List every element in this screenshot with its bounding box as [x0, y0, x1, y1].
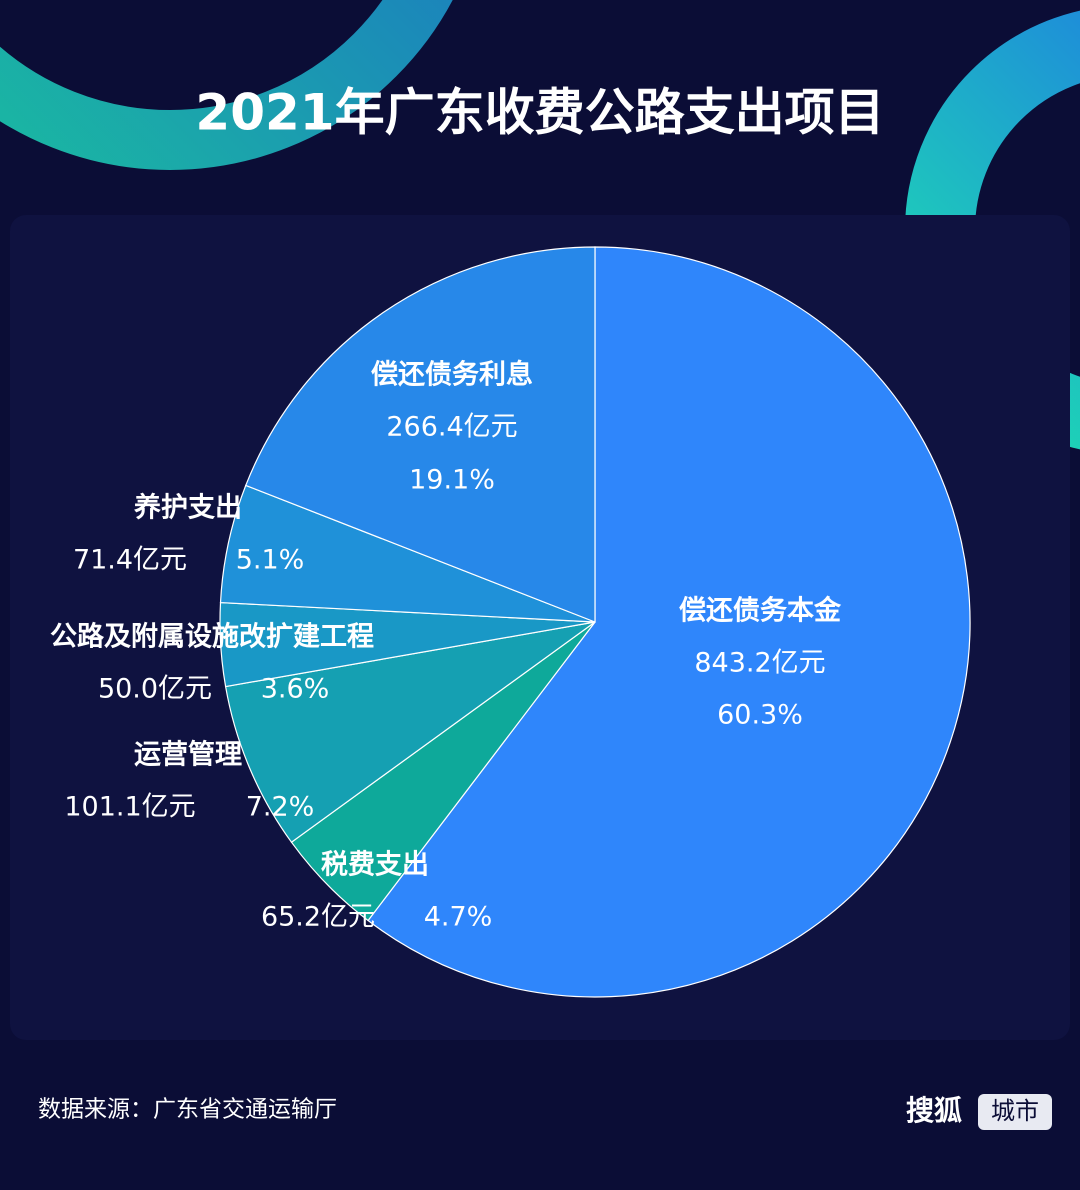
slice-name: 养护支出: [134, 492, 242, 524]
percent-label: 60.3%: [717, 700, 803, 731]
slice-name: 运营管理: [134, 740, 242, 771]
pie-slice: [224, 621, 596, 844]
percent-label: 3.6%: [261, 674, 330, 705]
value-label: 843.2亿元: [694, 648, 825, 679]
pie-slice: [367, 246, 971, 998]
value-label: 71.4亿元: [73, 545, 187, 576]
slice-name: 偿还债务利息: [371, 359, 533, 391]
pie: 偿还债务本金 843.2亿元 60.3% 税费支出 65.2亿元 4.7% 运营管理 101.…: [50, 246, 971, 998]
slice-name: 公路及附属设施改扩建工程: [50, 621, 374, 653]
logo-badge-box: [978, 1094, 1052, 1130]
percent-label: 5.1%: [236, 545, 305, 576]
percent-label: 4.7%: [424, 902, 493, 933]
source: 数据来源：广东省交通运输厅: [38, 1097, 337, 1123]
percent-label: 19.1%: [409, 465, 495, 496]
value-label: 266.4亿元: [386, 412, 517, 443]
percent-label: 7.2%: [246, 792, 315, 823]
chart-title: 2021年广东收费公路支出项目: [195, 84, 884, 142]
value-label: 65.2亿元: [261, 902, 375, 933]
value-label: 101.1亿元: [64, 792, 195, 823]
value-label: 50.0亿元: [98, 674, 212, 705]
slice-name: 税费支出: [321, 850, 429, 881]
logo-badge: 城市: [991, 1097, 1039, 1125]
decor-arc: [0, 0, 453, 170]
logo-brand: 搜狐: [906, 1094, 962, 1127]
slice-name: 偿还债务本金: [679, 595, 842, 627]
pie-slice: [244, 246, 596, 623]
